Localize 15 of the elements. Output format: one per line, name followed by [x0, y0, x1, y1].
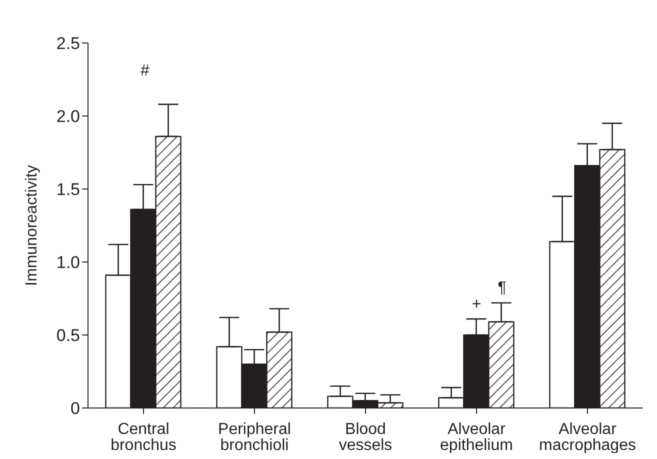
x-tick-label: Blood vessels	[338, 421, 392, 454]
y-tick-label: 2.5	[56, 34, 80, 54]
y-tick-label: 0	[70, 399, 80, 418]
y-axis-title: Immunoreactivity	[24, 165, 41, 286]
y-tick-label: 0.5	[56, 326, 80, 346]
annotation: #	[140, 62, 150, 80]
x-tick-label: Alveolar macrophages	[539, 421, 636, 454]
annotation: ¶	[498, 280, 506, 296]
y-tick-label: 1.0	[56, 253, 80, 272]
y-tick-label: 1.5	[56, 180, 80, 200]
x-tick-label: Central bronchus	[110, 421, 176, 454]
y-tick-label: 2.0	[56, 107, 80, 126]
annotation: +	[472, 296, 482, 313]
x-tick-label: Alveolar epithelium	[440, 421, 513, 454]
x-tick-label: Peripheral bronchioli	[218, 421, 291, 454]
